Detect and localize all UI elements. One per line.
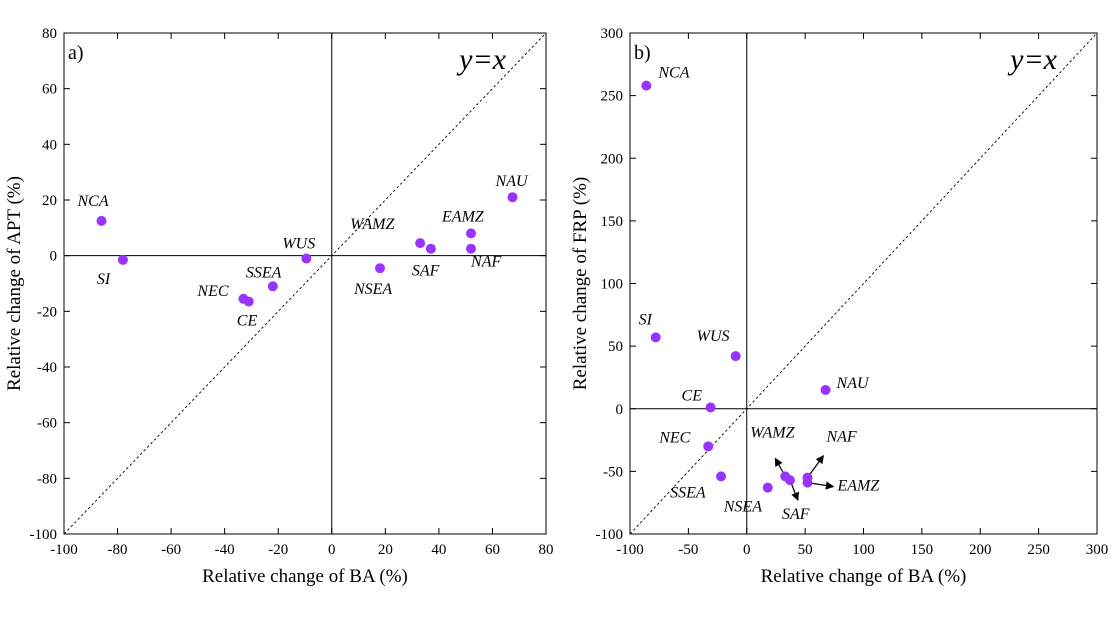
x-tick-label: 100 <box>852 542 875 558</box>
x-tick-label: 150 <box>911 542 934 558</box>
x-tick-label: -50 <box>678 542 698 558</box>
y-tick-label: -80 <box>37 471 57 487</box>
panel-label: a) <box>68 42 84 64</box>
identity-label: y=x <box>456 43 507 76</box>
point-label-nec: NEC <box>658 429 690 446</box>
data-point-si <box>650 332 661 343</box>
identity-line <box>629 32 1098 535</box>
identity-label: y=x <box>1007 43 1058 76</box>
data-point-nec <box>703 441 714 452</box>
x-tick-label: 0 <box>328 542 336 558</box>
data-point-eamz <box>466 228 477 239</box>
point-label-naf: NAF <box>825 429 856 446</box>
point-label-nsea: NSEA <box>723 499 762 516</box>
y-tick-label: 200 <box>601 151 624 167</box>
point-label-nca: NCA <box>76 193 108 210</box>
y-tick-label: 50 <box>608 339 623 355</box>
y-tick-label: -100 <box>596 527 624 543</box>
point-label-ssea: SSEA <box>670 484 706 501</box>
y-axis-title: Relative change of APT (%) <box>4 176 25 391</box>
data-point-eamz <box>802 477 813 488</box>
point-label-nec: NEC <box>196 283 228 300</box>
panel-a: -100 -80 -60 -40 -20 0 20 40 60 80 -100 -80 -60 -40 -2… <box>4 26 554 587</box>
point-label-ce: CE <box>237 313 258 330</box>
data-point-wus <box>301 253 312 264</box>
data-point-saf <box>784 475 795 486</box>
y-tick-label: 100 <box>601 277 624 293</box>
panel-b: -100 -50 0 50 100 150 200 250 300 -100 -50 0 50 100 15… <box>570 26 1108 587</box>
x-tick-label: -100 <box>616 542 644 558</box>
y-tick-label: -60 <box>37 416 57 432</box>
x-tick-label: -100 <box>50 542 78 558</box>
data-point-nau <box>507 192 518 203</box>
y-tick-label: 0 <box>616 402 624 418</box>
point-label-nca: NCA <box>657 65 689 82</box>
x-tick-label: 200 <box>969 542 992 558</box>
y-tick-label: -50 <box>603 464 623 480</box>
point-label-si: SI <box>639 311 653 328</box>
x-tick-label: 0 <box>743 542 751 558</box>
data-point-nsea <box>762 482 773 493</box>
x-tick-label: -60 <box>161 542 181 558</box>
data-point-naf <box>466 243 477 254</box>
x-tick-label: 50 <box>798 542 813 558</box>
x-tick-label: -80 <box>108 542 128 558</box>
point-label-si: SI <box>97 271 111 288</box>
point-label-wamz: WAMZ <box>350 216 395 233</box>
point-label-saf: SAF <box>782 506 810 523</box>
y-tick-label: 60 <box>42 82 57 98</box>
x-tick-label: 20 <box>378 542 393 558</box>
x-tick-label: 40 <box>431 542 446 558</box>
point-label-wus: WUS <box>282 235 315 252</box>
data-point-ssea <box>716 471 727 482</box>
y-tick-label: -40 <box>37 360 57 376</box>
point-label-ce: CE <box>682 387 703 404</box>
y-tick-label: 80 <box>42 26 57 42</box>
point-label-naf: NAF <box>470 254 501 271</box>
x-tick-label: 80 <box>539 542 554 558</box>
plot-frame <box>63 32 547 535</box>
point-label-wamz: WAMZ <box>750 424 795 441</box>
identity-line <box>63 32 547 535</box>
data-point-ssea <box>267 281 278 292</box>
data-point-nca <box>641 80 652 91</box>
x-tick-label: 60 <box>485 542 500 558</box>
point-label-wus: WUS <box>697 328 730 345</box>
y-tick-label: 40 <box>42 137 57 153</box>
y-tick-label: -100 <box>30 527 58 543</box>
y-tick-label: 0 <box>50 249 58 265</box>
x-tick-label: -40 <box>215 542 235 558</box>
y-tick-label: 20 <box>42 193 57 209</box>
y-axis-title: Relative change of FRP (%) <box>570 177 591 391</box>
y-tick-label: 300 <box>601 26 624 42</box>
data-point-nau <box>820 384 831 395</box>
data-point-ce <box>243 296 254 307</box>
y-tick-label: 150 <box>601 214 624 230</box>
data-point-nsea <box>374 263 385 274</box>
data-point-saf <box>425 243 436 254</box>
x-axis-title: Relative change of BA (%) <box>202 566 408 587</box>
panel-label: b) <box>634 42 651 64</box>
data-point-si <box>117 254 128 265</box>
point-label-nau: NAU <box>836 375 870 392</box>
point-label-ssea: SSEA <box>246 264 282 281</box>
y-tick-label: 250 <box>601 89 624 105</box>
point-label-nau: NAU <box>495 173 529 190</box>
point-label-eamz: EAMZ <box>441 208 485 225</box>
point-label-eamz: EAMZ <box>836 478 880 495</box>
data-point-wus <box>730 351 741 362</box>
data-point-nca <box>96 215 107 226</box>
y-tick-label: -20 <box>37 304 57 320</box>
x-axis-title: Relative change of BA (%) <box>761 566 967 587</box>
data-point-wamz <box>415 238 426 249</box>
x-tick-label: -20 <box>268 542 288 558</box>
data-point-ce <box>705 402 716 413</box>
x-tick-label: 300 <box>1086 542 1109 558</box>
point-label-saf: SAF <box>412 263 440 280</box>
x-tick-label: 250 <box>1027 542 1050 558</box>
point-label-nsea: NSEA <box>353 281 392 298</box>
